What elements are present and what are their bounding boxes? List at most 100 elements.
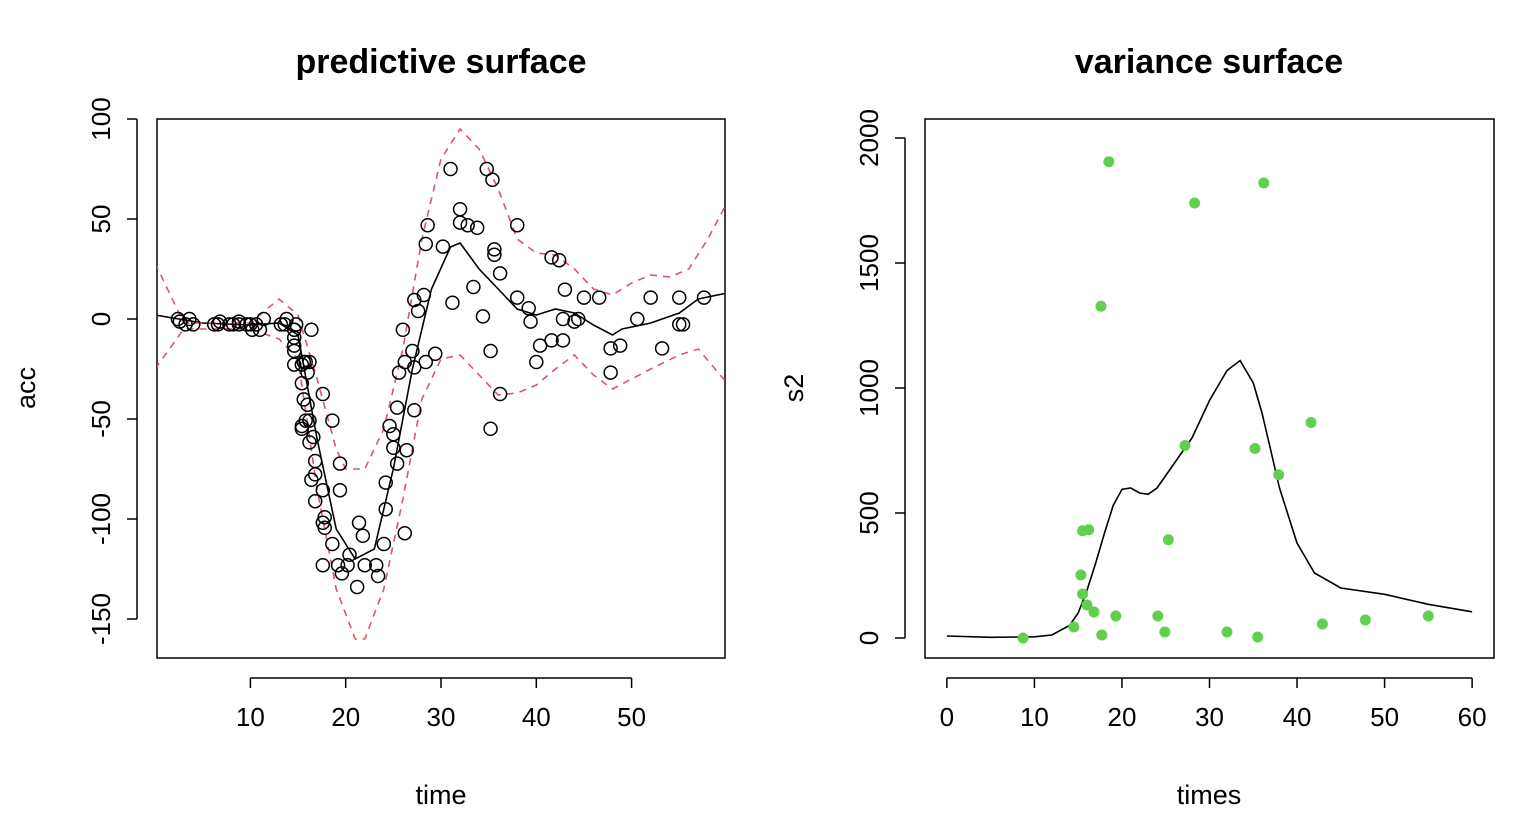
right-xlabel: times (1177, 780, 1242, 810)
data-point (315, 386, 331, 402)
y-tick-label: 1500 (854, 234, 884, 292)
data-point (509, 217, 525, 233)
variance-curve (946, 359, 1473, 639)
plot-area (157, 127, 725, 640)
data-point (376, 536, 392, 552)
right-ylabel: s2 (779, 374, 809, 403)
lower-band-line (157, 328, 725, 640)
data-point (368, 557, 384, 573)
data-point (1422, 610, 1434, 622)
y-tick-label: 50 (86, 205, 116, 234)
data-point (1159, 626, 1171, 638)
data-point (1068, 621, 1080, 633)
data-point (1110, 610, 1122, 622)
data-point (288, 317, 304, 332)
plot-frame (156, 118, 726, 659)
data-point (591, 290, 607, 305)
data-point (1096, 629, 1108, 641)
mean-line (157, 242, 725, 561)
x-tick-label: 30 (427, 702, 456, 732)
data-point (544, 250, 559, 265)
data-point (170, 311, 186, 327)
data-point (445, 295, 460, 311)
data-point (1095, 300, 1107, 312)
data-point (378, 475, 393, 490)
x-tick-label: 60 (1458, 702, 1487, 732)
data-point (1221, 626, 1233, 638)
x-tick-label: 40 (522, 702, 551, 732)
data-point (492, 266, 508, 281)
data-point (286, 338, 302, 353)
data-point (286, 357, 302, 372)
data-point (185, 317, 201, 332)
data-point (452, 215, 468, 230)
data-point (654, 341, 670, 356)
data-point (487, 242, 502, 257)
data-point (317, 509, 332, 525)
data-point (567, 314, 582, 329)
data-point (298, 413, 313, 428)
data-point (302, 354, 317, 370)
data-point (315, 557, 331, 573)
data-point (306, 429, 321, 445)
data-point (1258, 177, 1270, 189)
y-tick-label: -50 (86, 400, 116, 438)
data-point (405, 343, 420, 359)
data-point (332, 456, 348, 471)
predictive-panel: 10 20 30 40 50 100 50 0 -50 -100 -150 (86, 97, 726, 732)
data-point (483, 343, 498, 359)
data-point (428, 346, 443, 362)
data-point (342, 547, 357, 563)
y-tick-label: 1000 (854, 359, 884, 417)
data-point (1359, 614, 1371, 626)
data-point (529, 354, 544, 370)
data-point (340, 557, 355, 573)
variance-panel: 0 10 20 30 40 50 60 0 500 1000 1500 2000 (854, 109, 1495, 732)
data-point (576, 290, 592, 305)
data-point (570, 311, 586, 327)
data-point (410, 303, 426, 319)
x-tick-label: 50 (1370, 702, 1399, 732)
data-point (1189, 197, 1201, 209)
data-point (603, 341, 618, 356)
x-tick-label: 0 (940, 702, 954, 732)
data-point (300, 397, 315, 413)
data-point (1252, 631, 1264, 643)
data-point (452, 201, 468, 217)
data-point (294, 421, 310, 437)
data-point (555, 333, 571, 348)
data-point (1179, 440, 1191, 451)
data-point (302, 413, 317, 428)
data-point (1273, 469, 1285, 481)
data-point (630, 311, 645, 327)
data-point (420, 217, 435, 233)
data-point (469, 220, 485, 236)
data-point (557, 282, 573, 297)
data-point (1088, 606, 1100, 618)
data-point (357, 557, 373, 573)
y-tick-label: 0 (854, 631, 884, 645)
data-point (1081, 599, 1093, 611)
left-xlabel: time (415, 780, 466, 810)
data-point (551, 252, 567, 268)
y-tick-label: -150 (86, 593, 116, 645)
y-tick-label: 500 (854, 491, 884, 534)
upper-band-line (157, 127, 725, 470)
x-tick-label: 20 (331, 702, 360, 732)
data-point (466, 279, 481, 295)
data-point (300, 365, 315, 380)
data-point (1249, 443, 1261, 454)
data-point (407, 360, 422, 375)
data-point (487, 247, 502, 263)
data-point (349, 579, 365, 595)
data-point (416, 287, 432, 303)
data-point (1017, 632, 1029, 644)
data-point (231, 317, 247, 332)
data-point (317, 520, 332, 536)
x-tick-label: 40 (1283, 702, 1312, 732)
data-point (523, 314, 538, 329)
data-point (460, 217, 475, 233)
data-point (325, 413, 340, 428)
data-point (386, 426, 401, 442)
